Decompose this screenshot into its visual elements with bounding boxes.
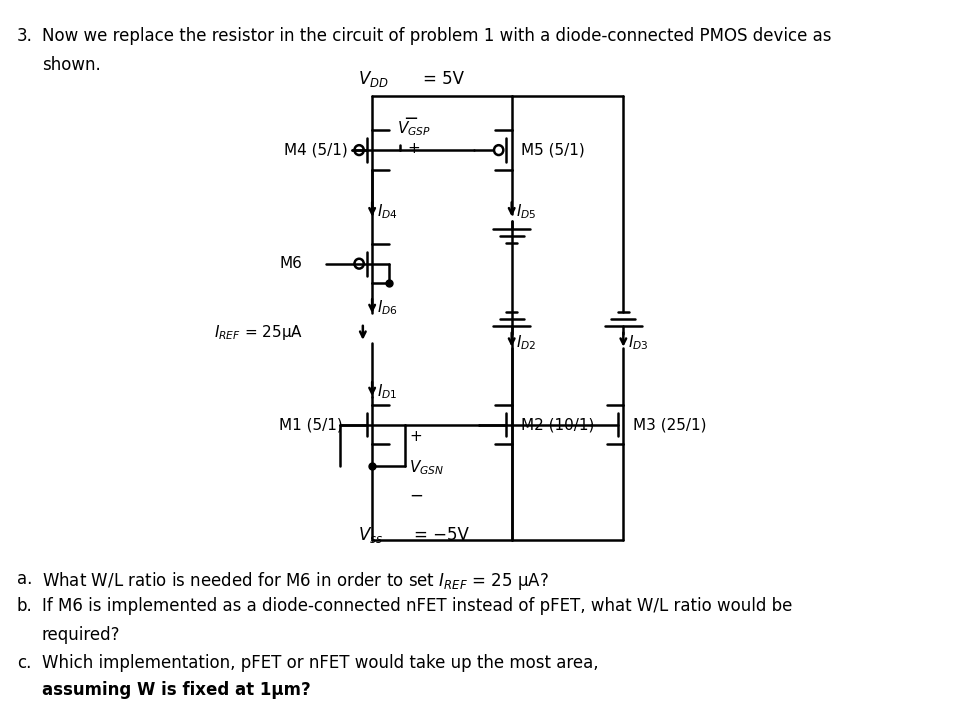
Text: M3 (25/1): M3 (25/1) xyxy=(632,417,707,432)
Text: −: − xyxy=(403,110,418,128)
Text: $I_{D4}$: $I_{D4}$ xyxy=(377,202,397,220)
Text: Now we replace the resistor in the circuit of problem 1 with a diode-connected P: Now we replace the resistor in the circu… xyxy=(42,27,832,45)
Text: shown.: shown. xyxy=(42,56,101,74)
Text: −: − xyxy=(409,486,424,505)
Text: $I_{D6}$: $I_{D6}$ xyxy=(377,299,397,317)
Text: $V_{GSP}$: $V_{GSP}$ xyxy=(397,119,431,138)
Text: required?: required? xyxy=(42,626,120,644)
Text: assuming W is fixed at 1μm?: assuming W is fixed at 1μm? xyxy=(42,682,310,699)
Text: = 5V: = 5V xyxy=(424,70,465,88)
Text: M6: M6 xyxy=(279,256,302,271)
Text: 3.: 3. xyxy=(17,27,32,45)
Text: +: + xyxy=(409,429,422,444)
Text: $I_{REF}$ = 25μA: $I_{REF}$ = 25μA xyxy=(214,324,304,343)
Text: What W/L ratio is needed for M6 in order to set $I_{REF}$ = 25 μA?: What W/L ratio is needed for M6 in order… xyxy=(42,570,549,592)
Text: If M6 is implemented as a diode-connected nFET instead of pFET, what W/L ratio w: If M6 is implemented as a diode-connecte… xyxy=(42,597,793,616)
Text: M2 (10/1): M2 (10/1) xyxy=(521,417,594,432)
Text: $I_{D2}$: $I_{D2}$ xyxy=(516,333,537,352)
Text: +: + xyxy=(408,140,421,156)
Text: $V_{GSN}$: $V_{GSN}$ xyxy=(409,458,444,477)
Text: $V_{DD}$: $V_{DD}$ xyxy=(358,69,388,89)
Text: M1 (5/1): M1 (5/1) xyxy=(279,417,343,432)
Text: $I_{D3}$: $I_{D3}$ xyxy=(628,333,649,352)
Text: M5 (5/1): M5 (5/1) xyxy=(521,143,585,158)
Text: $I_{D5}$: $I_{D5}$ xyxy=(516,202,537,220)
Text: Which implementation, pFET or nFET would take up the most area,: Which implementation, pFET or nFET would… xyxy=(42,654,604,672)
Text: $I_{D1}$: $I_{D1}$ xyxy=(377,383,397,402)
Text: $V_{ss}$: $V_{ss}$ xyxy=(358,525,384,545)
Text: M4 (5/1): M4 (5/1) xyxy=(284,143,347,158)
Text: b.: b. xyxy=(17,597,32,616)
Text: a.: a. xyxy=(17,570,32,588)
Text: c.: c. xyxy=(17,654,31,672)
Text: = −5V: = −5V xyxy=(414,526,468,544)
